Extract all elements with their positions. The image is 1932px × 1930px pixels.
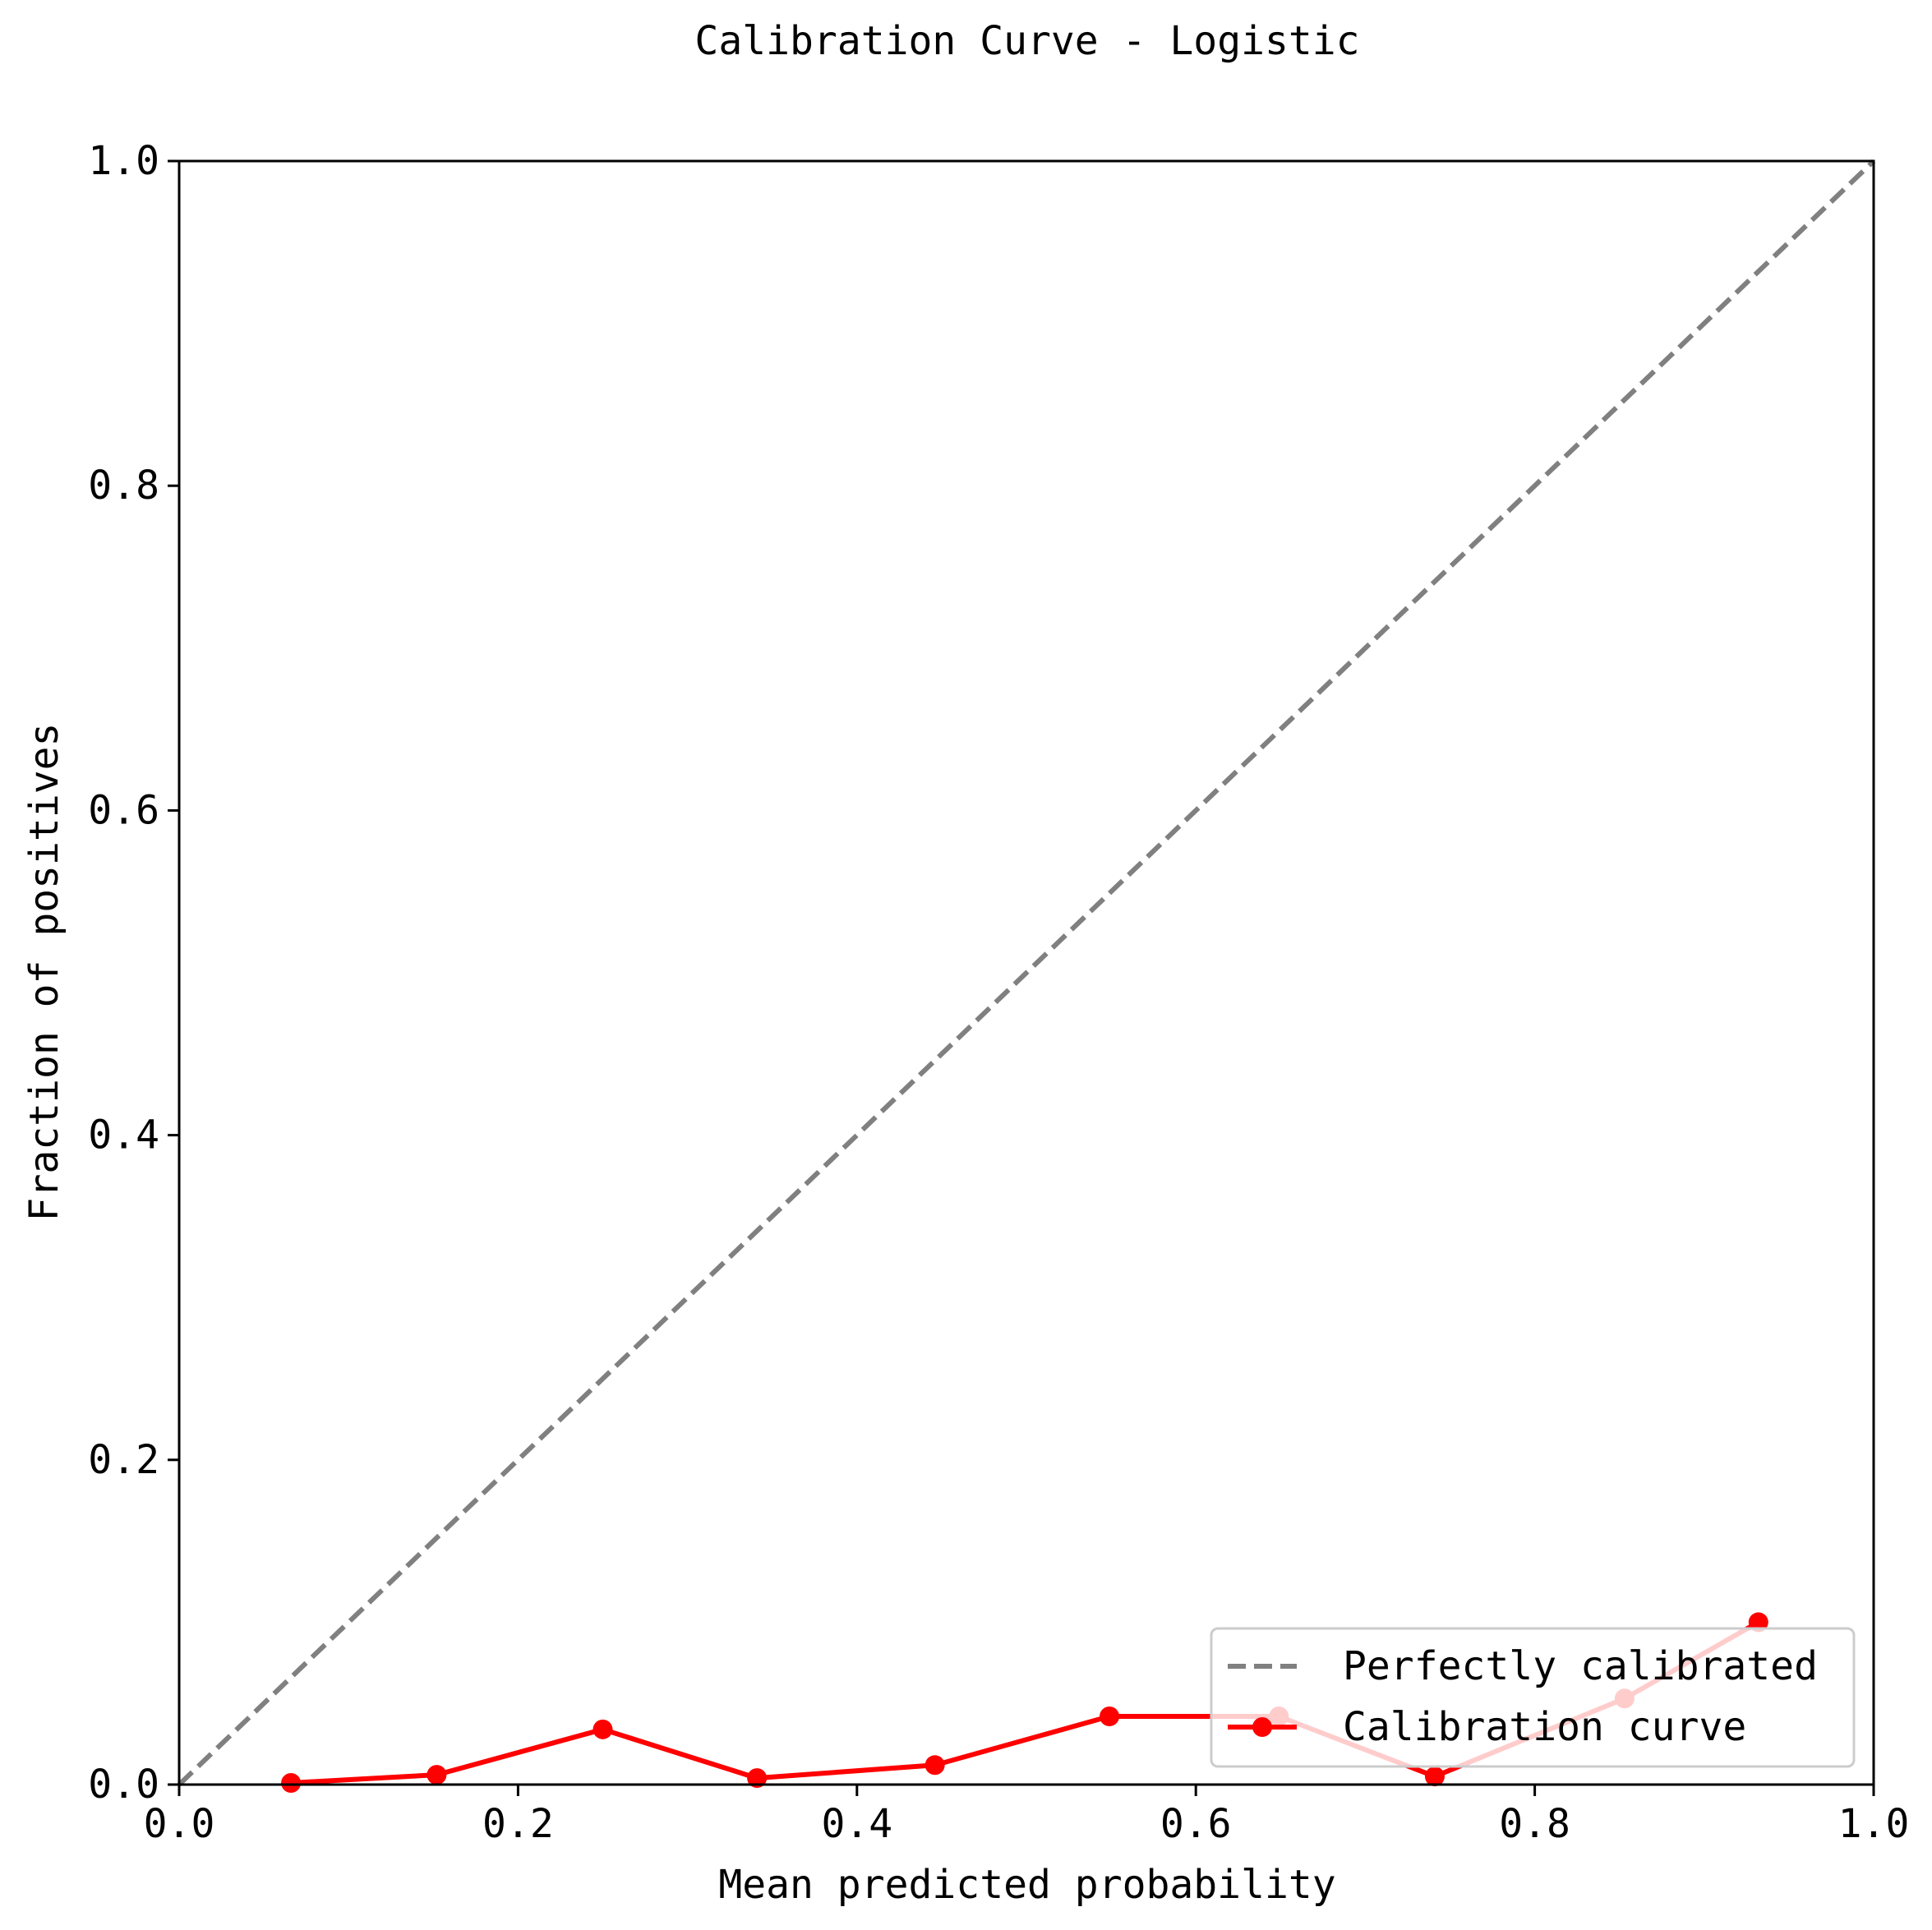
axes-frame bbox=[178, 159, 1875, 1786]
calibration-point-3 bbox=[593, 1719, 613, 1739]
legend-label-2: Calibration curve bbox=[1343, 1704, 1746, 1750]
y-axis-label: Fraction of positives bbox=[21, 723, 67, 1222]
calibration-point-2 bbox=[427, 1765, 447, 1785]
x-tick-label-3: 0.6 bbox=[1160, 1801, 1232, 1847]
x-axis-label: Mean predicted probability bbox=[718, 1862, 1335, 1908]
legend-marker-curve bbox=[1252, 1717, 1272, 1737]
legend-label-1: Perfectly calibrated bbox=[1343, 1643, 1818, 1689]
legend bbox=[1210, 1627, 1856, 1768]
x-tick-label-5: 1.0 bbox=[1838, 1801, 1910, 1847]
calibration-point-1 bbox=[281, 1773, 302, 1794]
plot-area: 0.0 0.2 0.4 0.6 0.8 1.0 0.0 0.2 0.4 0.6 0.8 1.0 Perf… bbox=[88, 138, 1909, 1847]
calibration-point-10 bbox=[1748, 1612, 1768, 1633]
x-tick-label-0: 0.0 bbox=[144, 1801, 215, 1847]
perfectly-calibrated-line bbox=[177, 159, 1876, 1787]
y-tick-label-5: 1.0 bbox=[88, 138, 159, 184]
y-tick-label-4: 0.8 bbox=[88, 463, 159, 509]
x-tick-label-1: 0.2 bbox=[482, 1801, 554, 1847]
y-tick-label-2: 0.4 bbox=[88, 1112, 159, 1158]
calibration-point-5 bbox=[925, 1755, 945, 1776]
calibration-point-6 bbox=[1100, 1707, 1120, 1727]
x-tick-label-4: 0.8 bbox=[1499, 1801, 1570, 1847]
y-tick-label-1: 0.2 bbox=[88, 1437, 159, 1483]
calibration-point-8 bbox=[1424, 1766, 1445, 1787]
x-tick-label-2: 0.4 bbox=[821, 1801, 892, 1847]
y-tick-label-0: 0.0 bbox=[88, 1762, 159, 1808]
chart-title: Calibration Curve - Logistic bbox=[694, 18, 1359, 64]
calibration-point-4 bbox=[747, 1768, 768, 1789]
y-tick-label-3: 0.6 bbox=[88, 787, 159, 833]
